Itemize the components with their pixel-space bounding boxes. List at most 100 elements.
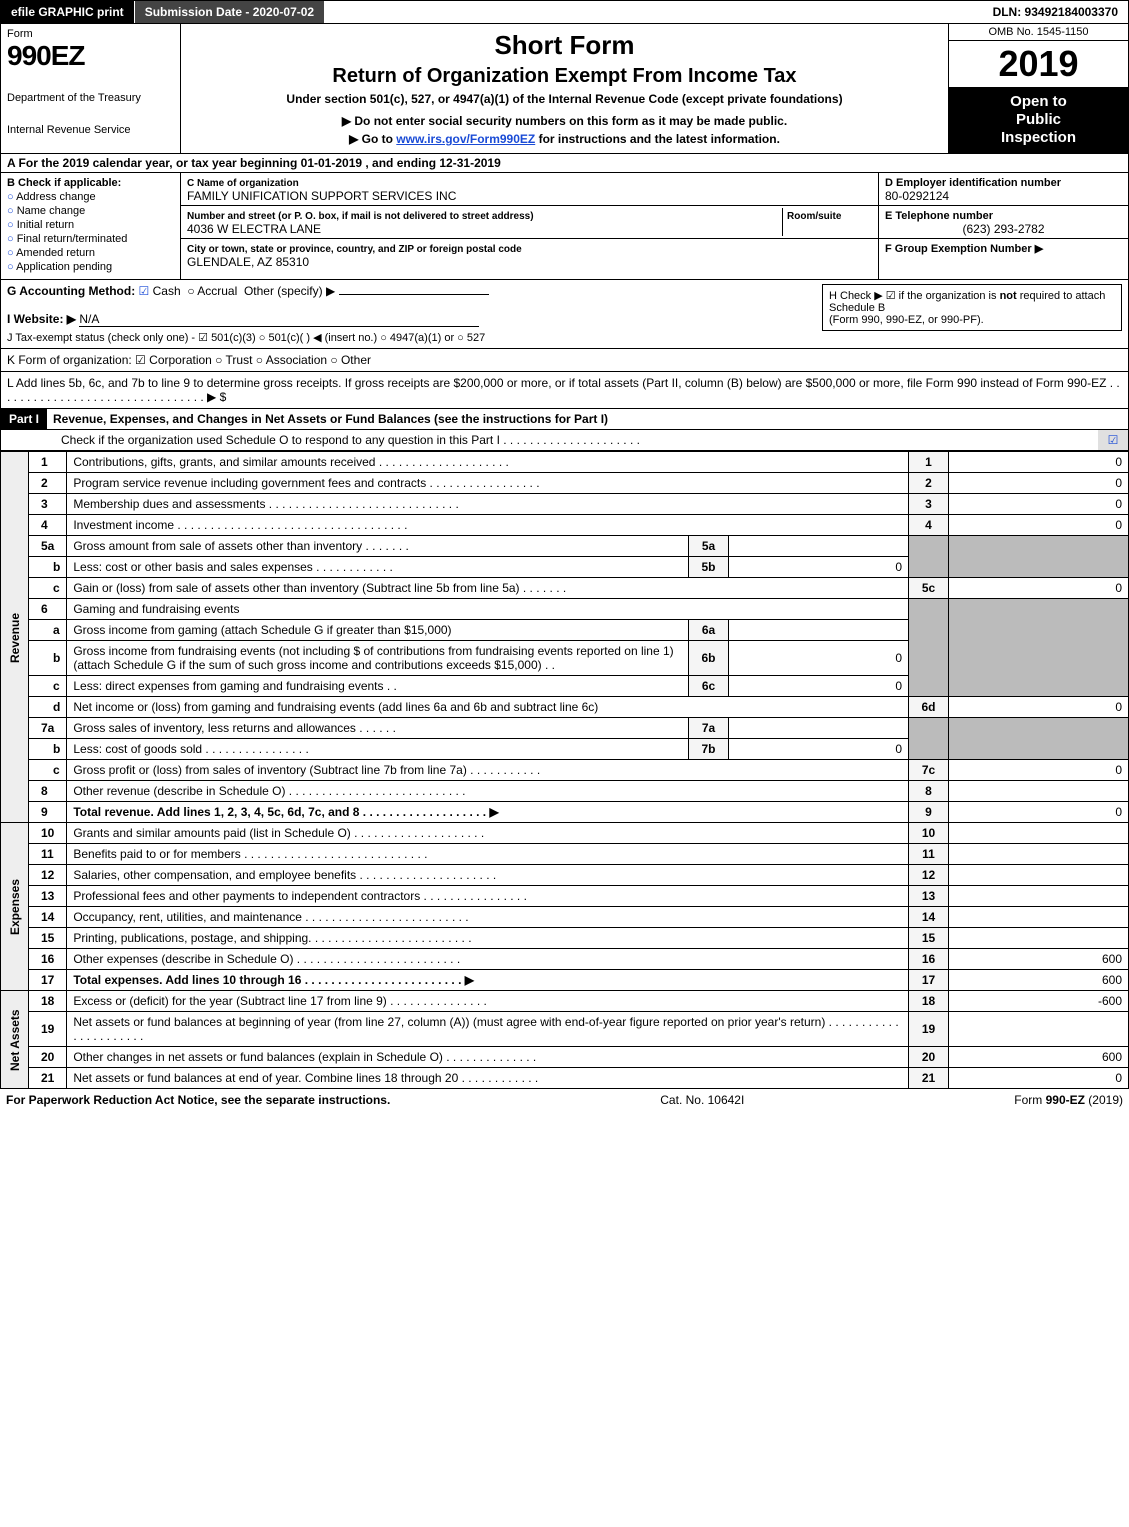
l5a-num: 5a [29, 536, 67, 557]
cash-label: Cash [153, 284, 181, 298]
l8-desc: Other revenue (describe in Schedule O) .… [67, 781, 909, 802]
dept-treasury: Department of the Treasury [7, 92, 174, 104]
l17-desc: Total expenses. Add lines 10 through 16 … [67, 970, 909, 991]
row-j: J Tax-exempt status (check only one) - ☑… [7, 331, 1122, 344]
chk-name-change[interactable]: Name change [7, 205, 174, 217]
ein-value: 80-0292124 [885, 189, 949, 203]
part1-checkbox[interactable]: ☑ [1098, 430, 1128, 450]
org-name-cell: C Name of organization FAMILY UNIFICATIO… [181, 173, 878, 206]
l18-val: -600 [949, 991, 1129, 1012]
l12-desc: Salaries, other compensation, and employ… [67, 865, 909, 886]
chk-address-change[interactable]: Address change [7, 191, 174, 203]
footer-right: Form 990-EZ (2019) [1014, 1093, 1123, 1107]
org-name: FAMILY UNIFICATION SUPPORT SERVICES INC [187, 189, 456, 203]
top-bar: efile GRAPHIC print Submission Date - 20… [0, 0, 1129, 24]
lines-table: Revenue 1 Contributions, gifts, grants, … [0, 451, 1129, 1089]
tel-cell: E Telephone number (623) 293-2782 [879, 206, 1128, 239]
return-title: Return of Organization Exempt From Incom… [191, 65, 938, 88]
section-c: C Name of organization FAMILY UNIFICATIO… [181, 173, 878, 279]
line-7a: 7a Gross sales of inventory, less return… [1, 718, 1129, 739]
line-3: 3 Membership dues and assessments . . . … [1, 494, 1129, 515]
l19-val [949, 1012, 1129, 1047]
l5ab-shade [909, 536, 949, 578]
chk-accrual[interactable]: ○ [187, 284, 197, 298]
footer-left: For Paperwork Reduction Act Notice, see … [6, 1093, 390, 1107]
line-2: 2 Program service revenue including gove… [1, 473, 1129, 494]
line-18: Net Assets 18 Excess or (deficit) for th… [1, 991, 1129, 1012]
open-to-public: Open to Public Inspection [949, 87, 1128, 153]
l19-box: 19 [909, 1012, 949, 1047]
l6a-num: a [29, 620, 67, 641]
l5c-num: c [29, 578, 67, 599]
h-not: not [1000, 290, 1017, 302]
line-1: Revenue 1 Contributions, gifts, grants, … [1, 452, 1129, 473]
h-text4: (Form 990, 990-EZ, or 990-PF). [829, 314, 984, 326]
chk-final-return[interactable]: Final return/terminated [7, 233, 174, 245]
line-20: 20 Other changes in net assets or fund b… [1, 1047, 1129, 1068]
l18-box: 18 [909, 991, 949, 1012]
l4-box: 4 [909, 515, 949, 536]
line-5a: 5a Gross amount from sale of assets othe… [1, 536, 1129, 557]
other-label: Other (specify) ▶ [244, 284, 335, 298]
efile-print-button[interactable]: efile GRAPHIC print [1, 1, 135, 23]
under-section: Under section 501(c), 527, or 4947(a)(1)… [191, 92, 938, 106]
l6c-subval: 0 [729, 676, 909, 697]
l5b-num: b [29, 557, 67, 578]
line-6d: d Net income or (loss) from gaming and f… [1, 697, 1129, 718]
omb-number: OMB No. 1545-1150 [949, 24, 1128, 41]
ein-cell: D Employer identification number 80-0292… [879, 173, 1128, 206]
submission-date: Submission Date - 2020-07-02 [135, 1, 324, 23]
l6a-desc: Gross income from gaming (attach Schedul… [67, 620, 689, 641]
irs-link[interactable]: www.irs.gov/Form990EZ [396, 132, 535, 146]
l17-num: 17 [29, 970, 67, 991]
l9-num: 9 [29, 802, 67, 823]
l7c-desc: Gross profit or (loss) from sales of inv… [67, 760, 909, 781]
part1-header-row: Part I Revenue, Expenses, and Changes in… [0, 409, 1129, 430]
l1-val: 0 [949, 452, 1129, 473]
chk-cash[interactable]: ☑ [139, 284, 153, 298]
l6-num: 6 [29, 599, 67, 620]
l2-val: 0 [949, 473, 1129, 494]
l7a-sub: 7a [689, 718, 729, 739]
accrual-label: Accrual [197, 284, 237, 298]
l11-desc: Benefits paid to or for members . . . . … [67, 844, 909, 865]
group-exemption-label: F Group Exemption Number ▶ [885, 243, 1043, 255]
l6d-val: 0 [949, 697, 1129, 718]
l3-box: 3 [909, 494, 949, 515]
chk-initial-return[interactable]: Initial return [7, 219, 174, 231]
tel-label: E Telephone number [885, 210, 993, 222]
header-center: Short Form Return of Organization Exempt… [181, 24, 948, 153]
l14-box: 14 [909, 907, 949, 928]
l21-box: 21 [909, 1068, 949, 1089]
street-value: 4036 W ELECTRA LANE [187, 222, 321, 236]
l6d-num: d [29, 697, 67, 718]
part1-check-text: Check if the organization used Schedule … [1, 430, 1098, 450]
l11-val [949, 844, 1129, 865]
l7c-num: c [29, 760, 67, 781]
l5a-desc: Gross amount from sale of assets other t… [67, 536, 689, 557]
l16-box: 16 [909, 949, 949, 970]
l6d-box: 6d [909, 697, 949, 718]
l6-shade-val [949, 599, 1129, 697]
l11-box: 11 [909, 844, 949, 865]
part1-check-row: Check if the organization used Schedule … [0, 430, 1129, 451]
l7ab-shade [909, 718, 949, 760]
chk-amended-return[interactable]: Amended return [7, 247, 174, 259]
l20-desc: Other changes in net assets or fund bala… [67, 1047, 909, 1068]
l4-num: 4 [29, 515, 67, 536]
l7b-num: b [29, 739, 67, 760]
dln: DLN: 93492184003370 [983, 1, 1128, 23]
l4-val: 0 [949, 515, 1129, 536]
part1-title: Revenue, Expenses, and Changes in Net As… [47, 409, 1128, 429]
l6b-sub: 6b [689, 641, 729, 676]
chk-application-pending[interactable]: Application pending [7, 261, 174, 273]
ssn-warning: ▶ Do not enter social security numbers o… [191, 114, 938, 128]
other-specify-input[interactable] [339, 294, 489, 295]
row-l: L Add lines 5b, 6c, and 7b to line 9 to … [0, 372, 1129, 409]
city-value: GLENDALE, AZ 85310 [187, 255, 309, 269]
footer-center: Cat. No. 10642I [660, 1093, 744, 1107]
l13-val [949, 886, 1129, 907]
l5ab-shade-val [949, 536, 1129, 578]
form-number: 990EZ [7, 40, 174, 72]
line-17: 17 Total expenses. Add lines 10 through … [1, 970, 1129, 991]
